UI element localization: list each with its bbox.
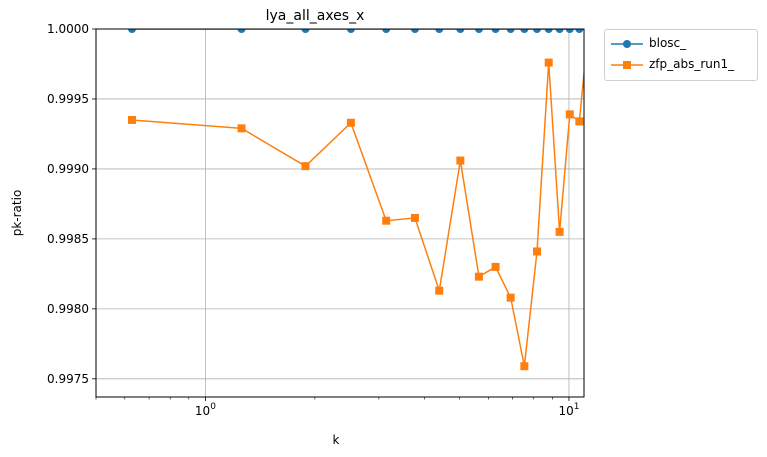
data-point [435, 286, 444, 295]
data-point [127, 29, 136, 33]
data-point [382, 216, 391, 225]
y-tick-label: 0.9985 [47, 232, 89, 246]
data-point [237, 124, 246, 133]
data-point [410, 213, 419, 222]
x-axis-ticks: 100 101 [95, 397, 579, 418]
data-point [533, 247, 542, 256]
data-point [506, 293, 515, 302]
y-tick-label: 1.0000 [47, 22, 89, 36]
y-axis-label: pk-ratio [10, 190, 24, 237]
x-tick-label: 100 [195, 402, 216, 418]
data-point [555, 29, 564, 33]
chart-title: lya_all_axes_x [266, 8, 365, 24]
legend-marker-zfp [611, 61, 643, 69]
data-point [474, 29, 483, 33]
data-point [565, 29, 574, 33]
legend-label-zfp: zfp_abs_run1_ [649, 57, 735, 71]
data-point [491, 262, 500, 271]
data-point [237, 29, 246, 33]
data-point [575, 117, 584, 126]
y-tick-label: 0.9995 [47, 92, 89, 106]
legend-label-blosc: blosc_ [649, 36, 687, 50]
plot-frame [95, 28, 585, 398]
data-point [127, 115, 136, 124]
series-line-1 [131, 62, 584, 367]
legend-entry-blosc: blosc_ [605, 35, 757, 53]
legend-marker-blosc [611, 40, 643, 48]
data-point [584, 25, 592, 33]
data-point [301, 29, 310, 33]
legend: blosc_ zfp_abs_run1_ [604, 29, 758, 81]
data-point [555, 227, 564, 236]
data-point [410, 29, 419, 33]
y-tick-label: 0.9975 [47, 372, 89, 386]
data-point [520, 29, 529, 33]
legend-entry-zfp: zfp_abs_run1_ [605, 56, 757, 74]
data-point [382, 29, 391, 33]
data-point [474, 272, 483, 281]
data-point [456, 156, 465, 165]
x-tick-label: 101 [558, 402, 579, 418]
x-axis-label: k [333, 433, 340, 447]
data-point [584, 25, 592, 33]
data-point [456, 29, 465, 33]
series-layer [127, 25, 592, 371]
data-point [520, 362, 529, 371]
data-point [491, 29, 500, 33]
data-point [544, 58, 553, 67]
data-point [346, 29, 355, 33]
data-point [575, 29, 584, 33]
data-point [544, 29, 553, 33]
data-point [301, 162, 310, 171]
grid [96, 28, 584, 397]
data-point [565, 110, 574, 119]
y-axis-ticks: 0.9975 0.9980 0.9985 0.9990 0.9995 1.0000 [47, 22, 96, 386]
data-point [346, 118, 355, 127]
y-tick-label: 0.9980 [47, 302, 89, 316]
data-point [533, 29, 542, 33]
y-tick-label: 0.9990 [47, 162, 89, 176]
data-point [435, 29, 444, 33]
data-point [506, 29, 515, 33]
